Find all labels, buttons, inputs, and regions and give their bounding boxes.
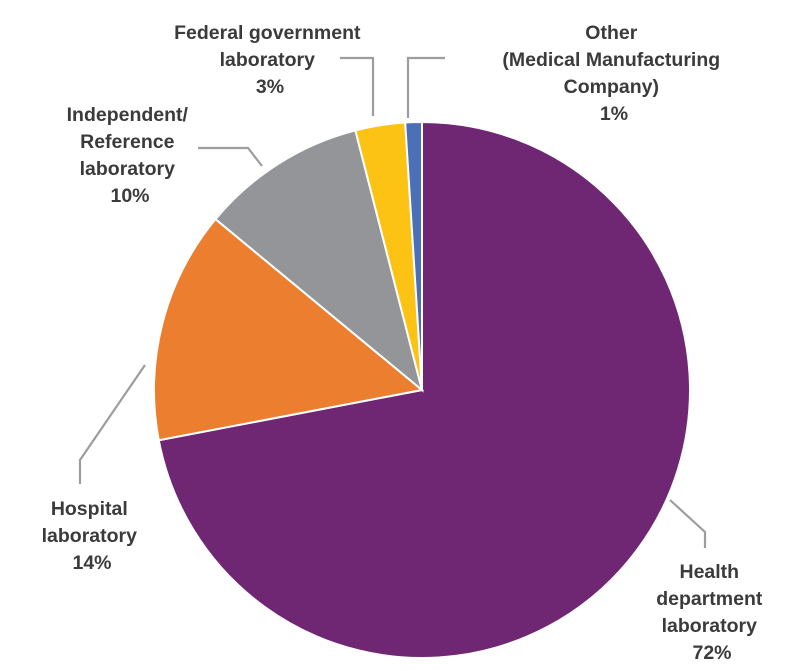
pie-slice-independent-reference-laboratory [214, 129, 424, 393]
pie-slice-hospital-laboratory [153, 217, 425, 442]
label-independent: Independent/ Reference laboratory 10% [67, 104, 194, 207]
leader-line-other [406, 56, 445, 118]
label-health: Health department laboratory 72% [656, 561, 768, 664]
leader-line-federal [340, 56, 375, 116]
leader-line-hospital [78, 364, 146, 484]
pie-slice-health-department-laboratory [157, 120, 691, 659]
pie-slices [153, 120, 691, 659]
label-other: Other (Medical Manufacturing Company) 1% [502, 22, 725, 125]
leader-line-health [669, 499, 707, 548]
label-federal: Federal government laboratory 3% [174, 22, 366, 98]
label-hospital: Hospital laboratory 14% [42, 498, 143, 574]
pie-slice-other-medical-manufacturing-company [404, 120, 423, 391]
leader-line-independent [198, 146, 263, 167]
